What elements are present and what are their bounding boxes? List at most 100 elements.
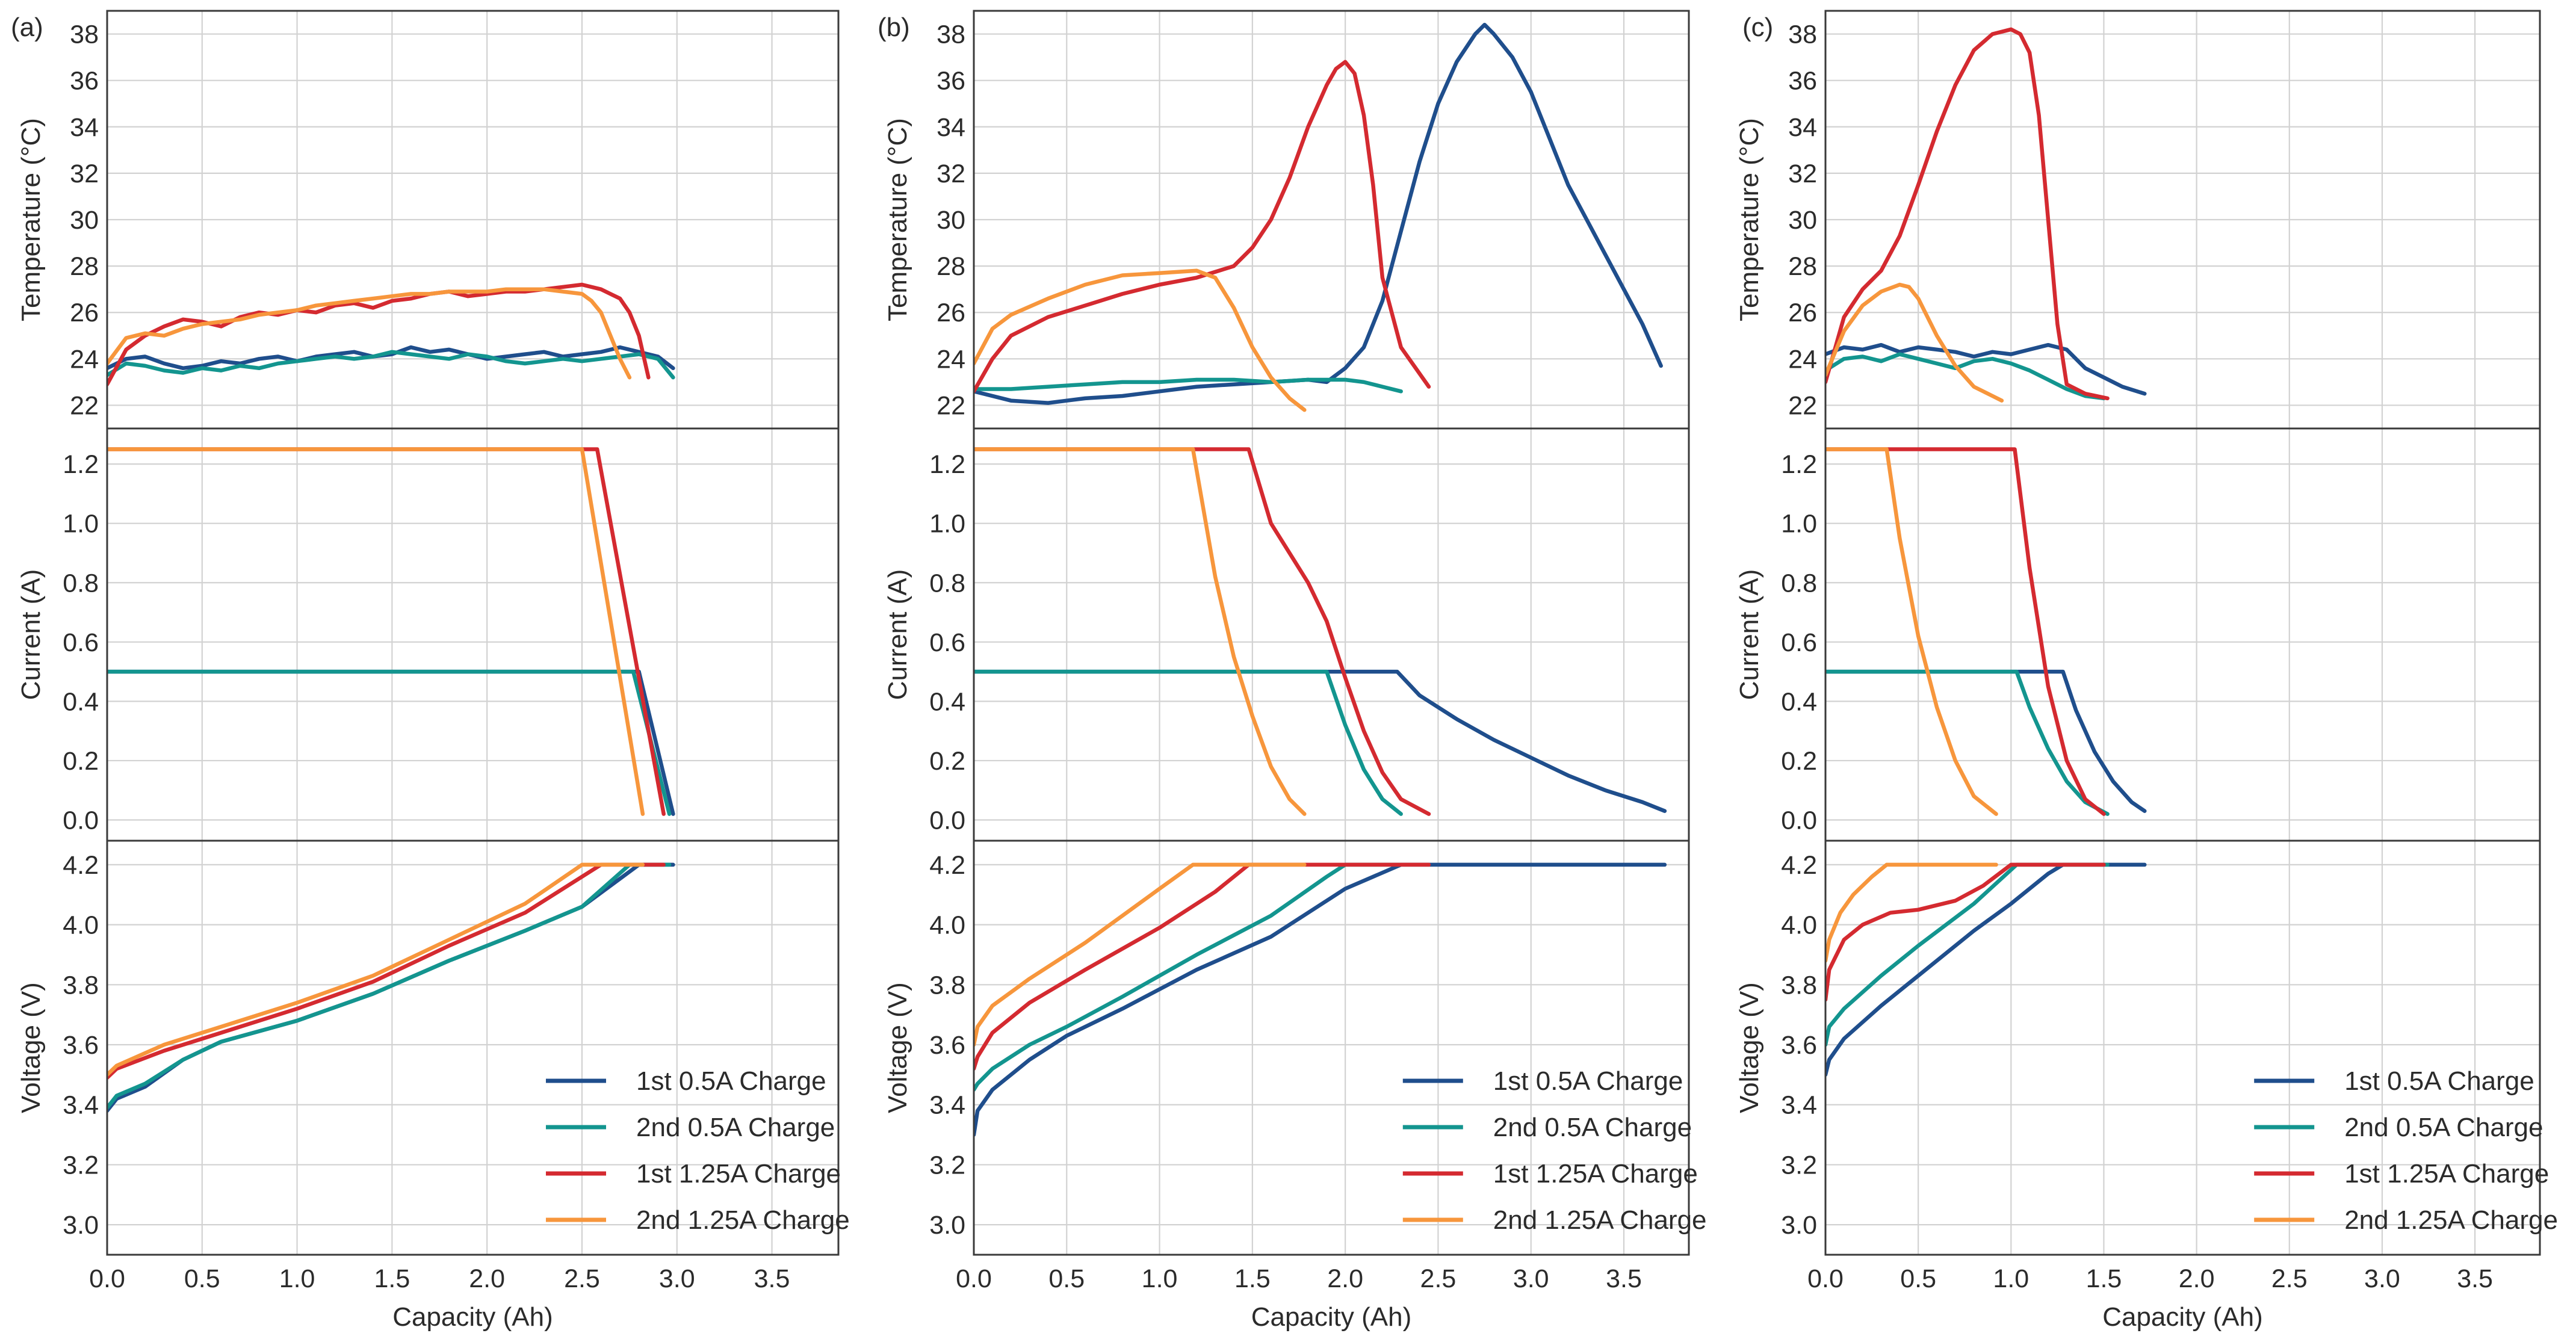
y-tick-label: 3.0 [1781, 1211, 1817, 1240]
y-tick-label: 26 [937, 298, 965, 327]
y-tick-label: 0.4 [1781, 687, 1817, 716]
series-line-2 [974, 669, 1403, 816]
y-tick-label: 30 [937, 206, 965, 235]
x-tick-label: 2.5 [564, 1264, 600, 1293]
y-tick-label: 1.2 [929, 450, 965, 479]
y-tick-label: 3.8 [1781, 971, 1817, 1000]
series-line-2 [974, 377, 1403, 394]
y-tick-label: 24 [70, 345, 99, 374]
x-tick-label: 3.5 [754, 1264, 790, 1293]
x-tick-label: 1.5 [1234, 1264, 1271, 1293]
series-line-4 [107, 287, 632, 380]
y-tick-label: 36 [1788, 67, 1817, 96]
y-tick-label: 0.4 [63, 687, 99, 716]
x-tick-label: 1.0 [1142, 1264, 1178, 1293]
panel-label: (c) [1742, 13, 1773, 42]
x-tick-label: 3.0 [659, 1264, 695, 1293]
chart-panel-c: (c) 22 24 26 28 30 32 34 36 38 Temperature (°C) 0.0… [1735, 10, 2558, 1332]
y-tick-label: 1.2 [1781, 450, 1817, 479]
y-tick-label: 34 [937, 113, 965, 142]
x-axis-label: Capacity (Ah) [392, 1302, 553, 1332]
axes-frame [106, 427, 840, 842]
y-axis-label: Temperature (°C) [1735, 118, 1764, 321]
y-tick-label: 0.6 [63, 628, 99, 657]
subplot-voltage: 3.0 3.2 3.4 3.6 3.8 4.0 4.2 Voltage (V) 0.0 0.5 1.… [1735, 840, 2558, 1332]
series-line-1 [974, 669, 1667, 813]
y-tick-label: 3.8 [929, 971, 965, 1000]
x-tick-label: 3.5 [2457, 1264, 2493, 1293]
series-line-3 [1825, 27, 2110, 401]
legend-label-4: 2nd 1.25A Charge [1493, 1205, 1707, 1235]
legend-label-1: 1st 0.5A Charge [2344, 1066, 2534, 1096]
y-tick-label: 0.0 [1781, 806, 1817, 835]
series-line-3 [107, 862, 666, 1080]
series-line-3 [1825, 862, 2106, 1002]
y-tick-label: 1.0 [1781, 510, 1817, 539]
y-tick-label: 3.2 [929, 1151, 965, 1180]
x-tick-label: 3.0 [2364, 1264, 2400, 1293]
x-tick-label: 3.0 [1513, 1264, 1549, 1293]
panel-label: (a) [11, 13, 43, 42]
y-tick-label: 32 [937, 159, 965, 188]
subplot-current: 0.0 0.2 0.4 0.6 0.8 1.0 1.2 Current (A) [1735, 427, 2541, 842]
legend: 1st 0.5A Charge 2nd 0.5A Charge 1st 1.25A … [2254, 1066, 2558, 1235]
y-axis-label: Voltage (V) [16, 982, 46, 1113]
legend: 1st 0.5A Charge 2nd 0.5A Charge 1st 1.25A … [546, 1066, 850, 1235]
subplot-voltage: 3.0 3.2 3.4 3.6 3.8 4.0 4.2 Voltage (V) 0.0 0.5 1.… [16, 840, 850, 1332]
subplot-temperature: 22 24 26 28 30 32 34 36 38 Temperature (°C) [1735, 10, 2541, 430]
series-line-1 [1825, 342, 2147, 396]
y-axis-label: Current (A) [16, 569, 46, 700]
legend-label-3: 1st 1.25A Charge [1493, 1159, 1698, 1189]
x-axis-label: Capacity (Ah) [1251, 1302, 1412, 1332]
x-tick-label: 0.5 [184, 1264, 220, 1293]
y-tick-label: 0.8 [1781, 569, 1817, 598]
subplot-temperature: 22 24 26 28 30 32 34 36 38 Temperature (°C) [883, 10, 1690, 430]
x-tick-label: 2.5 [1420, 1264, 1457, 1293]
y-tick-label: 30 [70, 206, 99, 235]
y-tick-label: 1.0 [929, 510, 965, 539]
y-tick-label: 0.4 [929, 687, 965, 716]
y-tick-label: 0.2 [1781, 747, 1817, 776]
y-tick-label: 28 [70, 252, 99, 281]
x-tick-label: 1.0 [279, 1264, 315, 1293]
y-tick-label: 3.0 [929, 1211, 965, 1240]
series-line-4 [974, 447, 1307, 816]
y-tick-label: 0.0 [63, 806, 99, 835]
x-tick-label: 2.0 [1327, 1264, 1363, 1293]
axes-frame [1824, 840, 2541, 1256]
y-tick-label: 4.0 [1781, 911, 1817, 940]
series-line-4 [107, 447, 645, 816]
y-axis-label: Current (A) [1735, 569, 1764, 700]
x-tick-label: 0.5 [1900, 1264, 1936, 1293]
y-tick-label: 0.0 [929, 806, 965, 835]
x-tick-label: 3.5 [1606, 1264, 1642, 1293]
series-line-4 [974, 268, 1307, 412]
series-line-1 [1825, 862, 2147, 1077]
y-tick-label: 26 [70, 298, 99, 327]
x-tick-label: 2.0 [469, 1264, 505, 1293]
y-tick-label: 0.2 [929, 747, 965, 776]
series-line-3 [974, 60, 1431, 394]
axes-frame [106, 840, 840, 1256]
legend-label-1: 1st 0.5A Charge [1493, 1066, 1683, 1096]
y-tick-label: 22 [937, 391, 965, 420]
y-tick-label: 36 [937, 67, 965, 96]
legend-label-3: 1st 1.25A Charge [2344, 1159, 2549, 1189]
y-axis-label: Temperature (°C) [883, 118, 912, 321]
legend-label-1: 1st 0.5A Charge [636, 1066, 826, 1096]
y-axis-label: Current (A) [883, 569, 912, 700]
chart-panel-a: (a) 22 24 26 28 30 32 34 36 38 Temperature (°C) 0.0… [11, 10, 850, 1332]
y-tick-label: 3.4 [63, 1091, 99, 1120]
y-tick-label: 38 [1788, 20, 1817, 49]
subplot-temperature: 22 24 26 28 30 32 34 36 38 Temperature (°C) [16, 10, 840, 430]
series-line-2 [1825, 669, 2110, 816]
x-tick-label: 1.5 [2086, 1264, 2122, 1293]
y-tick-label: 34 [1788, 113, 1817, 142]
y-tick-label: 34 [70, 113, 99, 142]
x-tick-label: 0.5 [1048, 1264, 1085, 1293]
x-tick-label: 0.0 [1807, 1264, 1844, 1293]
y-tick-label: 3.2 [1781, 1151, 1817, 1180]
y-tick-label: 4.0 [63, 911, 99, 940]
y-tick-label: 32 [70, 159, 99, 188]
